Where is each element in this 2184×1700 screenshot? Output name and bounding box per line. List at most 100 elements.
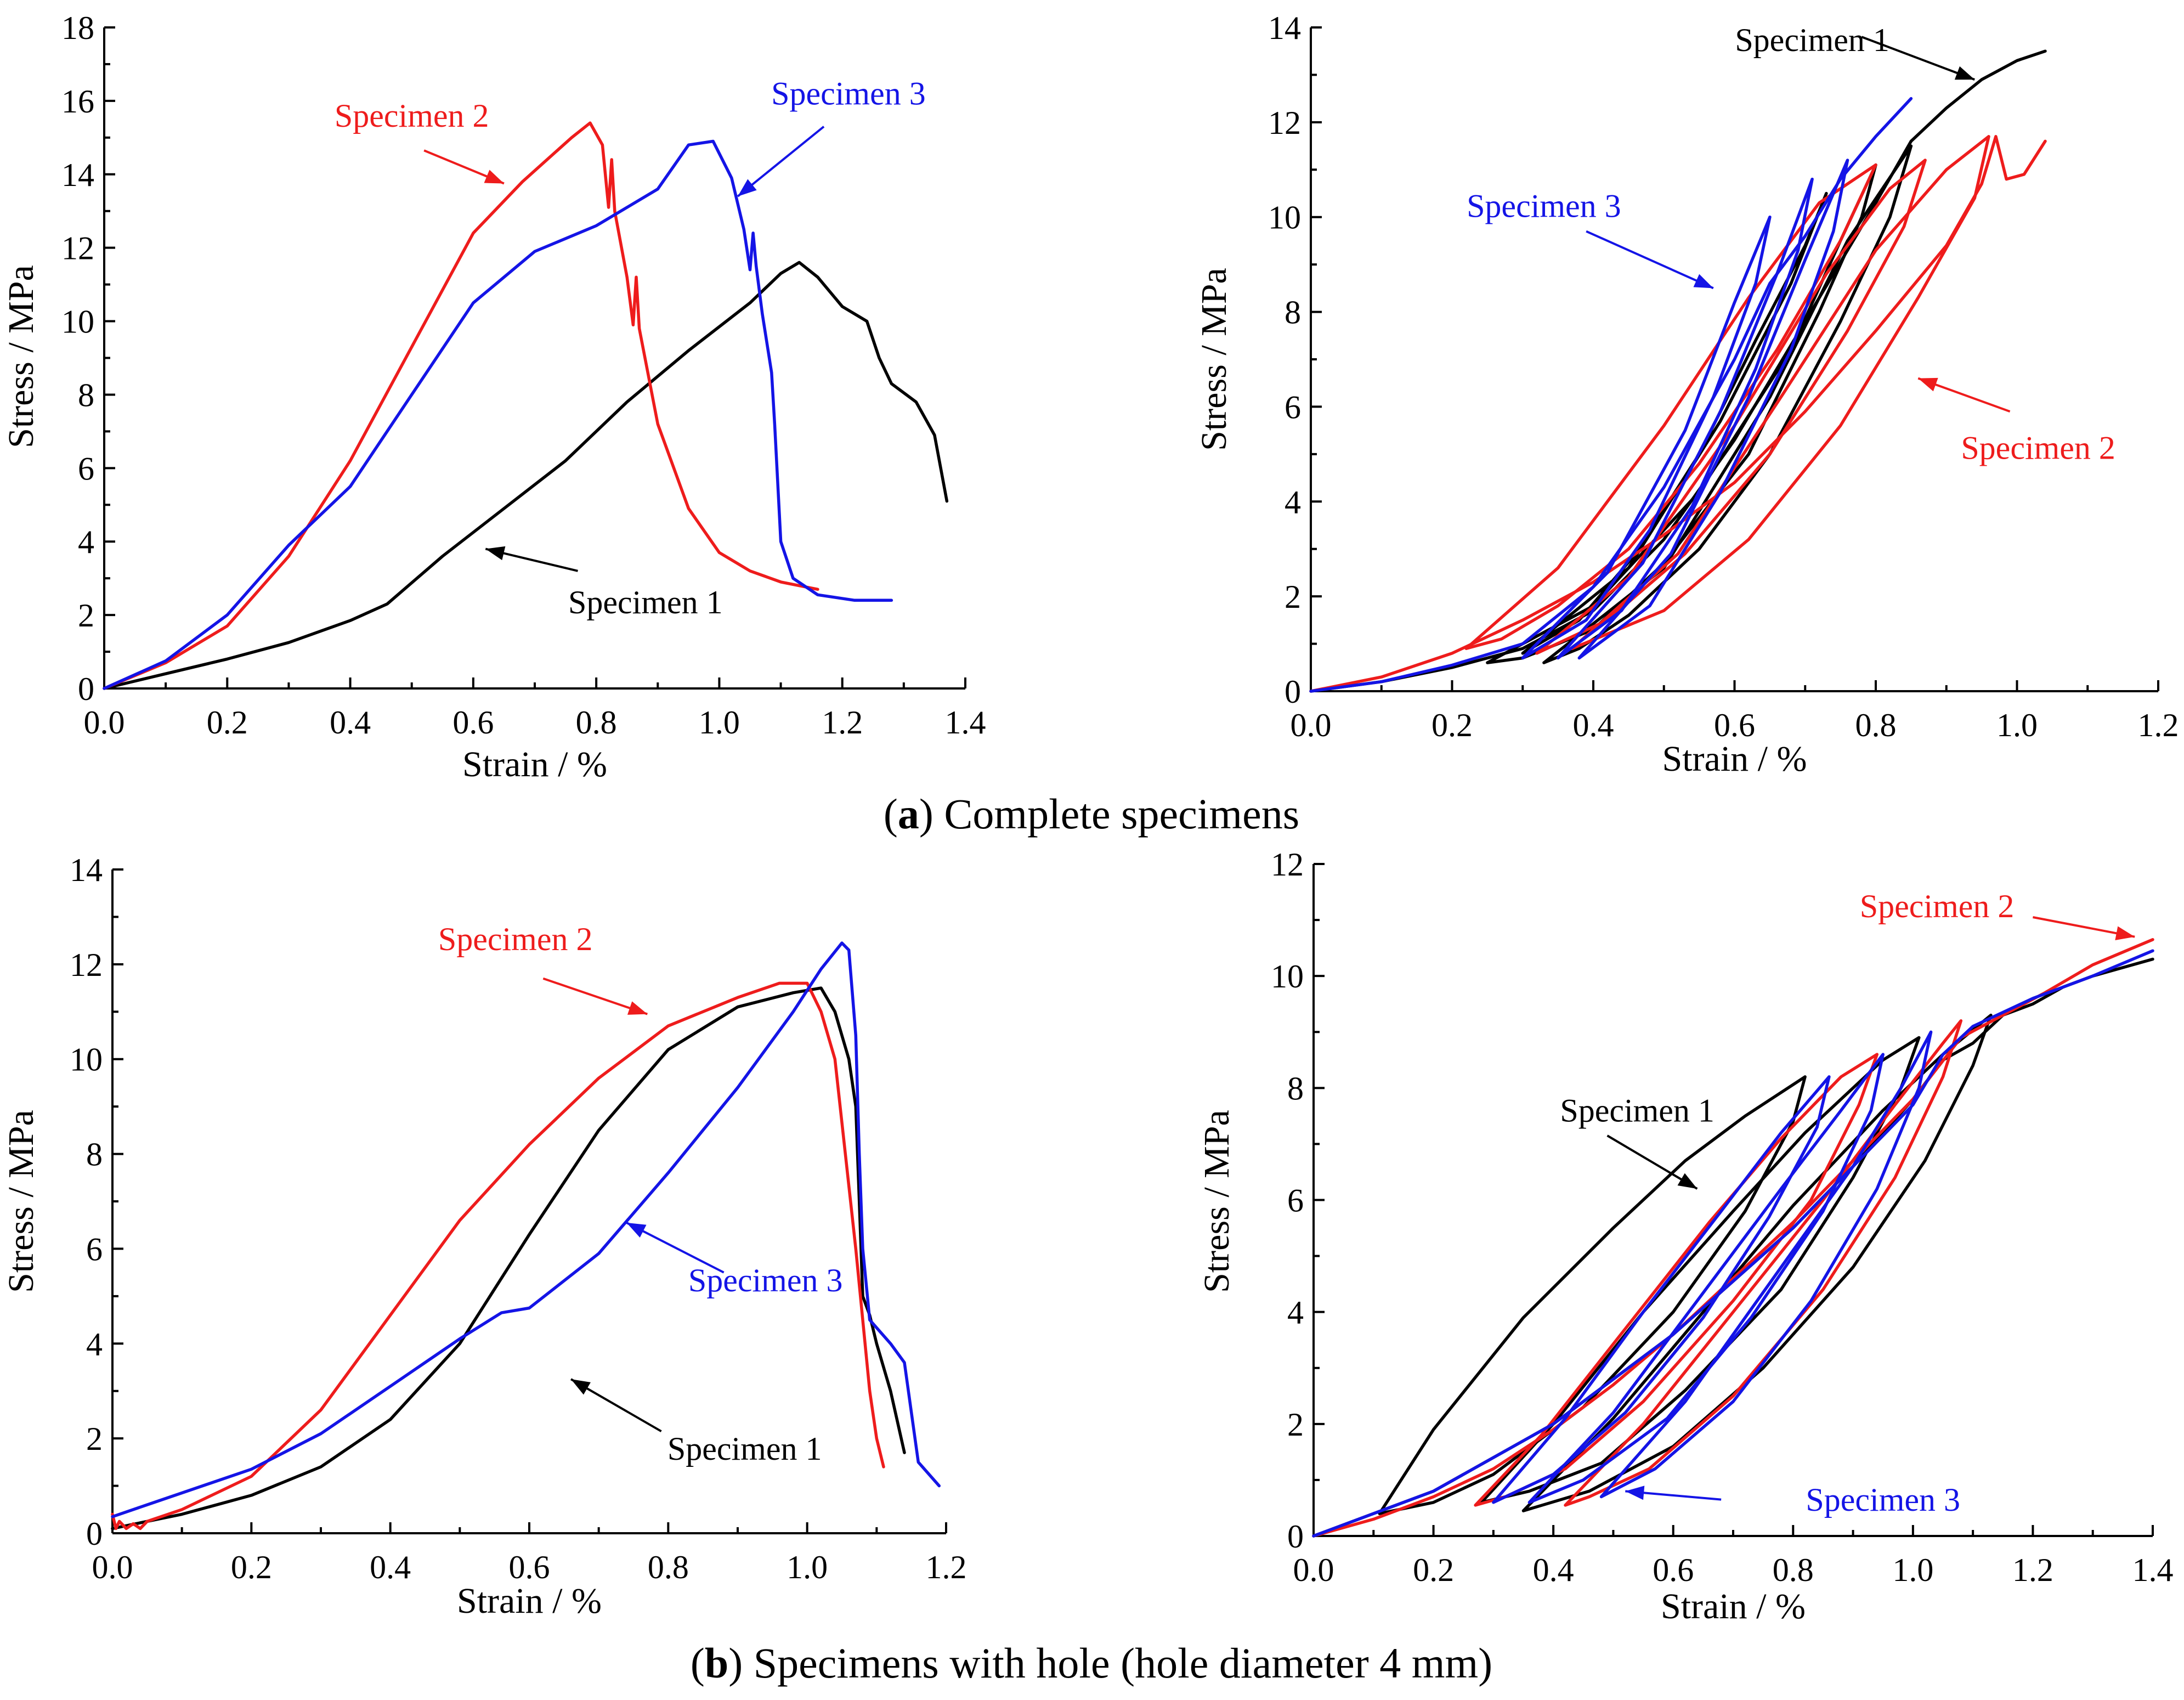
annotation-specimen-3: Specimen 3 [771, 76, 926, 112]
series-specimen-3 [1312, 949, 2154, 1538]
y-tick-label: 14 [1268, 10, 1301, 46]
caption-a-label: a [898, 790, 919, 838]
annotation-specimen-3: Specimen 3 [1467, 188, 1621, 224]
x-tick-label: 0.6 [1714, 707, 1755, 743]
annotation-arrow-line [1861, 36, 1975, 81]
y-tick-label: 14 [70, 852, 103, 888]
y-tick-label: 10 [1271, 958, 1304, 995]
annotation-arrow-head [738, 179, 757, 196]
x-tick-label: 0.0 [84, 704, 125, 741]
y-tick-label: 10 [1268, 200, 1301, 236]
series-specimen-3-loop-c [1577, 159, 1849, 660]
annotation-specimen-2: Specimen 2 [1860, 888, 2015, 924]
y-tick-label: 8 [78, 377, 94, 413]
x-tick-label: 0.8 [1855, 707, 1897, 743]
x-tick-label: 0.6 [1653, 1552, 1694, 1588]
annotation-arrow-head [571, 1379, 591, 1395]
annotation-arrow-head [627, 1001, 648, 1015]
x-tick-label: 0.2 [1432, 707, 1473, 743]
x-tick-label: 1.2 [822, 704, 863, 741]
annotation-specimen-1: Specimen 1 [1560, 1093, 1715, 1129]
series-specimen-3-loop-c [1599, 1030, 1933, 1499]
x-tick-label: 0.0 [1293, 1552, 1334, 1588]
y-tick-label: 4 [1287, 1295, 1304, 1331]
x-tick-label: 0.8 [1773, 1552, 1814, 1588]
y-tick-label: 14 [61, 157, 94, 193]
y-tick-label: 16 [61, 83, 94, 120]
series-specimen-1-loop-a [1378, 1075, 1807, 1515]
annotation-arrow-head [1625, 1486, 1645, 1500]
x-tick-label: 0.4 [1573, 707, 1614, 743]
series-specimen-3-loop-b [1556, 177, 1814, 660]
x-tick-label: 0.4 [370, 1549, 411, 1585]
series-specimen-2 [103, 121, 819, 690]
y-axis-label: Stress / MPa [1194, 268, 1234, 451]
chart-a-right: 0.0 0.2 0.4 0.6 0.8 1.0 1.2 0 2 4 6 8 10 12 14 Strain /… [1194, 10, 2179, 779]
annotation-arrow-line [1586, 230, 1714, 290]
annotation-arrow-head [1954, 66, 1975, 80]
y-tick-label: 2 [78, 597, 94, 634]
annotation-specimen-3: Specimen 3 [1806, 1482, 1960, 1518]
x-tick-label: 0.8 [648, 1549, 689, 1585]
x-tick-label: 1.2 [2138, 707, 2179, 743]
annotation-specimen-1: Specimen 1 [568, 584, 723, 620]
y-tick-label: 6 [1287, 1183, 1304, 1219]
x-axis-label: Strain / % [1661, 1586, 1806, 1626]
y-tick-label: 12 [1271, 846, 1304, 883]
y-tick-label: 4 [86, 1326, 103, 1362]
series-specimen-1 [103, 261, 949, 690]
x-tick-label: 1.0 [699, 704, 740, 741]
annotation-specimen-2: Specimen 2 [438, 921, 593, 957]
x-tick-label: 0.8 [576, 704, 617, 741]
annotation-arrow-head [626, 1222, 647, 1238]
series-specimen-2-loop-b [1564, 1019, 1963, 1507]
x-tick-label: 1.2 [2012, 1552, 2053, 1588]
chart-b-left: 0.0 0.2 0.4 0.6 0.8 1.0 1.2 0 2 4 6 8 10 12 14 Strain /… [1, 852, 967, 1621]
y-tick-label: 6 [1285, 389, 1301, 425]
y-tick-label: 12 [61, 230, 94, 267]
y-tick-label: 12 [1268, 105, 1301, 141]
y-tick-label: 0 [1287, 1518, 1304, 1555]
y-axis-label: Stress / MPa [1197, 1110, 1237, 1293]
x-tick-label: 1.4 [945, 704, 986, 741]
series-specimen-3-loop-a [1492, 1075, 1831, 1504]
x-tick-label: 1.0 [1892, 1552, 1933, 1588]
y-tick-label: 0 [78, 671, 94, 707]
y-tick-label: 0 [1285, 674, 1301, 710]
annotation-arrow-head [1693, 274, 1713, 289]
x-tick-label: 1.4 [2132, 1552, 2174, 1588]
x-tick-label: 0.4 [1533, 1552, 1574, 1588]
y-tick-label: 8 [1285, 295, 1301, 331]
y-tick-label: 18 [61, 10, 94, 46]
series-specimen-3-loop-a [1521, 215, 1772, 660]
y-axis-label: Stress / MPa [1, 265, 41, 448]
y-tick-label: 10 [70, 1042, 103, 1078]
series-specimen-2-loop-a [1474, 1053, 1879, 1507]
x-tick-label: 0.4 [330, 704, 371, 741]
y-tick-label: 2 [86, 1421, 103, 1457]
annotation-specimen-1: Specimen 1 [1735, 22, 1889, 58]
y-tick-label: 12 [70, 947, 103, 983]
x-tick-label: 0.2 [231, 1549, 272, 1585]
annotation-specimen-2: Specimen 2 [335, 98, 489, 134]
x-tick-label: 0.6 [509, 1549, 550, 1585]
caption-b: (b) Specimens with hole (hole diameter 4… [691, 1639, 1492, 1687]
x-tick-label: 1.0 [1996, 707, 2038, 743]
y-tick-label: 10 [61, 304, 94, 340]
series-specimen-3-loop-b [1527, 1053, 1885, 1504]
x-tick-label: 0.2 [1413, 1552, 1454, 1588]
x-axis-label: Strain / % [457, 1581, 602, 1621]
x-tick-label: 0.0 [1291, 707, 1332, 743]
y-tick-label: 6 [78, 450, 94, 487]
annotation-arrow-head [484, 170, 504, 184]
annotation-arrow-head [485, 546, 506, 561]
caption-a: (a) Complete specimens [884, 790, 1299, 838]
y-tick-label: 6 [86, 1231, 103, 1267]
y-axis-label: Stress / MPa [1, 1110, 41, 1293]
annotation-arrow-head [2115, 926, 2135, 941]
x-axis-label: Strain / % [462, 744, 607, 784]
y-tick-label: 8 [86, 1137, 103, 1173]
y-tick-label: 8 [1287, 1070, 1304, 1106]
